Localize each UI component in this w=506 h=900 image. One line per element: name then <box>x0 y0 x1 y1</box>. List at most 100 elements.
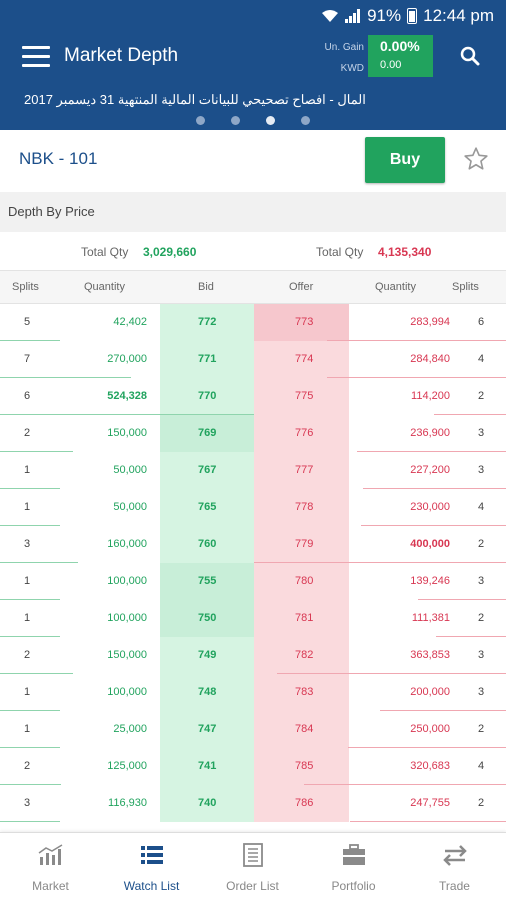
offer-quantity: 139,246 <box>410 575 450 587</box>
offer-cell <box>254 785 349 822</box>
nav-order-list[interactable]: Order List <box>202 833 303 900</box>
star-icon[interactable] <box>463 146 489 172</box>
offer-cell <box>254 674 349 711</box>
bottom-nav: Market Watch List Order List Portfolio <box>0 832 506 900</box>
offer-quantity: 250,000 <box>410 723 450 735</box>
depth-row[interactable]: 2 125,000 741 785 320,683 4 <box>0 748 506 785</box>
depth-row[interactable]: 1 100,000 755 780 139,246 3 <box>0 563 506 600</box>
bid-splits: 1 <box>24 723 31 735</box>
offer-quantity: 111,381 <box>411 612 450 624</box>
depth-row[interactable]: 1 50,000 767 777 227,200 3 <box>0 452 506 489</box>
offer-price: 781 <box>295 612 314 624</box>
depth-row[interactable]: 1 100,000 748 783 200,000 3 <box>0 674 506 711</box>
menu-icon[interactable] <box>22 46 50 68</box>
offer-cell <box>254 637 349 674</box>
section-header: Depth By Price <box>0 192 506 232</box>
offer-splits: 2 <box>478 797 485 809</box>
nav-trade[interactable]: Trade <box>404 833 505 900</box>
depth-row[interactable]: 1 100,000 750 781 111,381 2 <box>0 600 506 637</box>
offer-quantity: 320,683 <box>410 760 450 772</box>
buy-button[interactable]: Buy <box>365 137 445 183</box>
bid-splits: 5 <box>24 316 31 328</box>
offer-splits: 2 <box>478 390 485 402</box>
offer-cell <box>254 489 349 526</box>
nav-watch-list[interactable]: Watch List <box>101 833 202 900</box>
depth-row[interactable]: 1 25,000 747 784 250,000 2 <box>0 711 506 748</box>
offer-quantity: 230,000 <box>410 501 450 513</box>
col-bid-quantity: Quantity <box>84 281 125 293</box>
bid-cell <box>160 711 254 748</box>
offer-price: 786 <box>295 797 314 809</box>
offer-depth-line <box>327 377 506 378</box>
depth-row[interactable]: 5 42,402 772 773 283,994 6 <box>0 304 506 341</box>
bid-depth-line <box>0 784 61 785</box>
offer-depth-line <box>350 821 506 822</box>
totals-row: Total Qty 3,029,660 Total Qty 4,135,340 <box>0 232 506 270</box>
gain-value: 0.00 <box>380 59 402 71</box>
depth-table[interactable]: 5 42,402 772 773 283,994 6 7 270,000 771 774 284,8… <box>0 304 506 828</box>
offer-depth-line <box>436 636 506 637</box>
bid-splits: 2 <box>24 649 31 661</box>
bid-cell <box>160 637 254 674</box>
bid-splits: 1 <box>24 612 31 624</box>
depth-row[interactable]: 6 524,328 770 775 114,200 2 <box>0 378 506 415</box>
symbol-name[interactable]: NBK - 101 <box>19 149 98 168</box>
offer-cell <box>254 304 349 341</box>
offer-price: 780 <box>295 575 314 587</box>
depth-row[interactable]: 7 270,000 771 774 284,840 4 <box>0 341 506 378</box>
bid-splits: 1 <box>24 575 31 587</box>
offer-total-label: Total Qty <box>316 245 364 259</box>
signal-icon <box>345 9 361 23</box>
search-icon[interactable] <box>460 46 480 66</box>
bid-total-value: 3,029,660 <box>143 245 197 259</box>
nav-label: Market <box>32 879 69 893</box>
offer-price: 775 <box>295 390 314 402</box>
bid-cell <box>160 304 254 341</box>
bid-quantity: 50,000 <box>113 464 147 476</box>
bid-cell <box>160 563 254 600</box>
depth-row[interactable]: 2 150,000 749 782 363,853 3 <box>0 637 506 674</box>
offer-depth-line <box>304 784 506 785</box>
bid-cell <box>160 452 254 489</box>
unrealized-gain-box: 0.00% 0.00 <box>368 35 433 77</box>
offer-price: 784 <box>295 723 314 735</box>
offer-quantity: 114,200 <box>411 390 450 402</box>
pager-dot[interactable] <box>301 116 310 125</box>
bid-quantity: 42,402 <box>113 316 147 328</box>
nav-portfolio[interactable]: Portfolio <box>303 833 404 900</box>
offer-price: 774 <box>295 353 314 365</box>
depth-row[interactable]: 2 150,000 769 776 236,900 3 <box>0 415 506 452</box>
chart-icon <box>38 844 63 865</box>
offer-quantity: 284,840 <box>410 353 450 365</box>
bid-quantity: 150,000 <box>107 427 147 439</box>
nav-market[interactable]: Market <box>0 833 101 900</box>
bid-quantity: 270,000 <box>107 353 147 365</box>
offer-depth-line <box>361 525 506 526</box>
depth-row[interactable]: 3 160,000 760 779 400,000 2 <box>0 526 506 563</box>
pager-dot[interactable] <box>196 116 205 125</box>
pager-dot[interactable] <box>231 116 240 125</box>
bid-splits: 1 <box>24 686 31 698</box>
bid-quantity: 160,000 <box>107 538 147 550</box>
nav-label: Trade <box>439 879 470 893</box>
bid-price: 740 <box>198 797 217 809</box>
gain-label: Un. Gain <box>324 42 364 53</box>
offer-depth-line <box>327 340 506 341</box>
nav-label: Portfolio <box>331 879 376 893</box>
col-bid: Bid <box>198 281 214 293</box>
bid-splits: 3 <box>24 797 31 809</box>
offer-price: 785 <box>295 760 314 772</box>
offer-cell <box>254 711 349 748</box>
depth-row[interactable]: 1 50,000 765 778 230,000 4 <box>0 489 506 526</box>
news-ticker[interactable]: المال - افصاح تصحيحي للبيانات المالية ال… <box>0 82 506 130</box>
depth-row[interactable]: 3 116,930 740 786 247,755 2 <box>0 785 506 822</box>
nav-label: Order List <box>226 879 279 893</box>
bid-price: 747 <box>198 723 217 735</box>
bid-depth-line <box>0 525 60 526</box>
pager-dot[interactable] <box>266 116 275 125</box>
offer-total-value: 4,135,340 <box>378 245 432 259</box>
bid-price: 741 <box>198 760 217 772</box>
bid-price: 772 <box>198 316 217 328</box>
gain-percent: 0.00% <box>380 38 420 54</box>
bid-depth-line <box>0 636 60 637</box>
